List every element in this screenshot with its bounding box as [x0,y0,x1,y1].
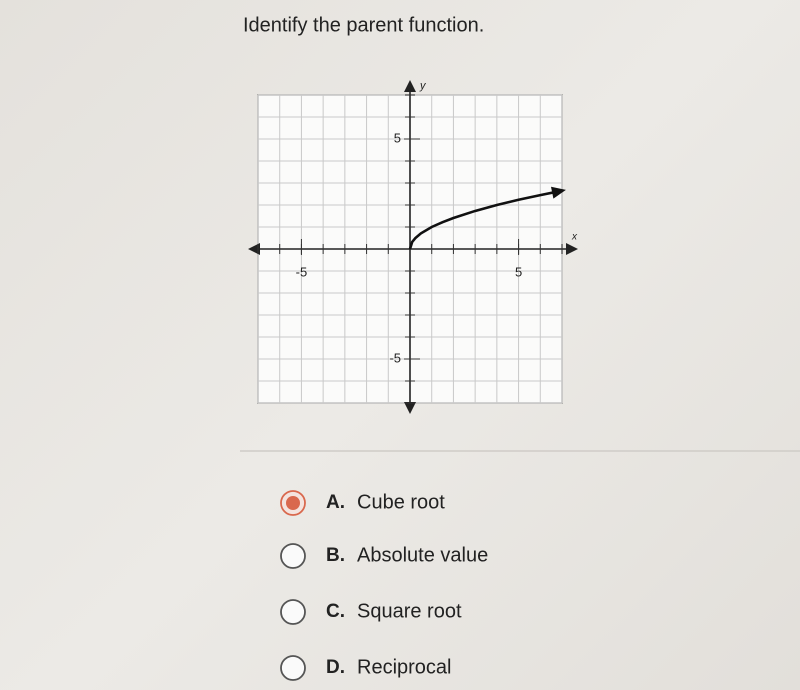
option-text[interactable]: Absolute value [357,544,488,566]
radio-button[interactable] [280,599,306,625]
question: Identify the parent function. [243,14,484,36]
y-tick-label: 5 [394,130,401,145]
option-letter[interactable]: C. [326,601,345,622]
options: A. Cube root B. Absolute value C. Square root… [280,490,488,681]
radio-button[interactable] [280,543,306,569]
arrow [248,243,260,255]
radio-button[interactable] [280,655,306,681]
option-text[interactable]: Square root [357,600,462,622]
arrow [566,243,578,255]
option-text[interactable]: Cube root [357,491,445,513]
x-tick-label: -5 [296,264,308,279]
curve-arrow [551,186,566,199]
arrow [404,402,416,414]
graph: x y -5 5 5 -5 [248,80,578,414]
radio-dot [286,496,300,510]
x-axis-label: x [571,232,578,243]
option-text[interactable]: Reciprocal [357,656,451,678]
y-tick-label: -5 [389,350,401,365]
option-letter[interactable]: A. [326,492,345,513]
curve [408,189,563,250]
option-letter[interactable]: B. [326,545,345,566]
arrow [404,80,416,92]
y-axis-label: y [419,80,427,92]
option-letter[interactable]: D. [326,657,345,678]
x-tick-label: 5 [515,264,522,279]
